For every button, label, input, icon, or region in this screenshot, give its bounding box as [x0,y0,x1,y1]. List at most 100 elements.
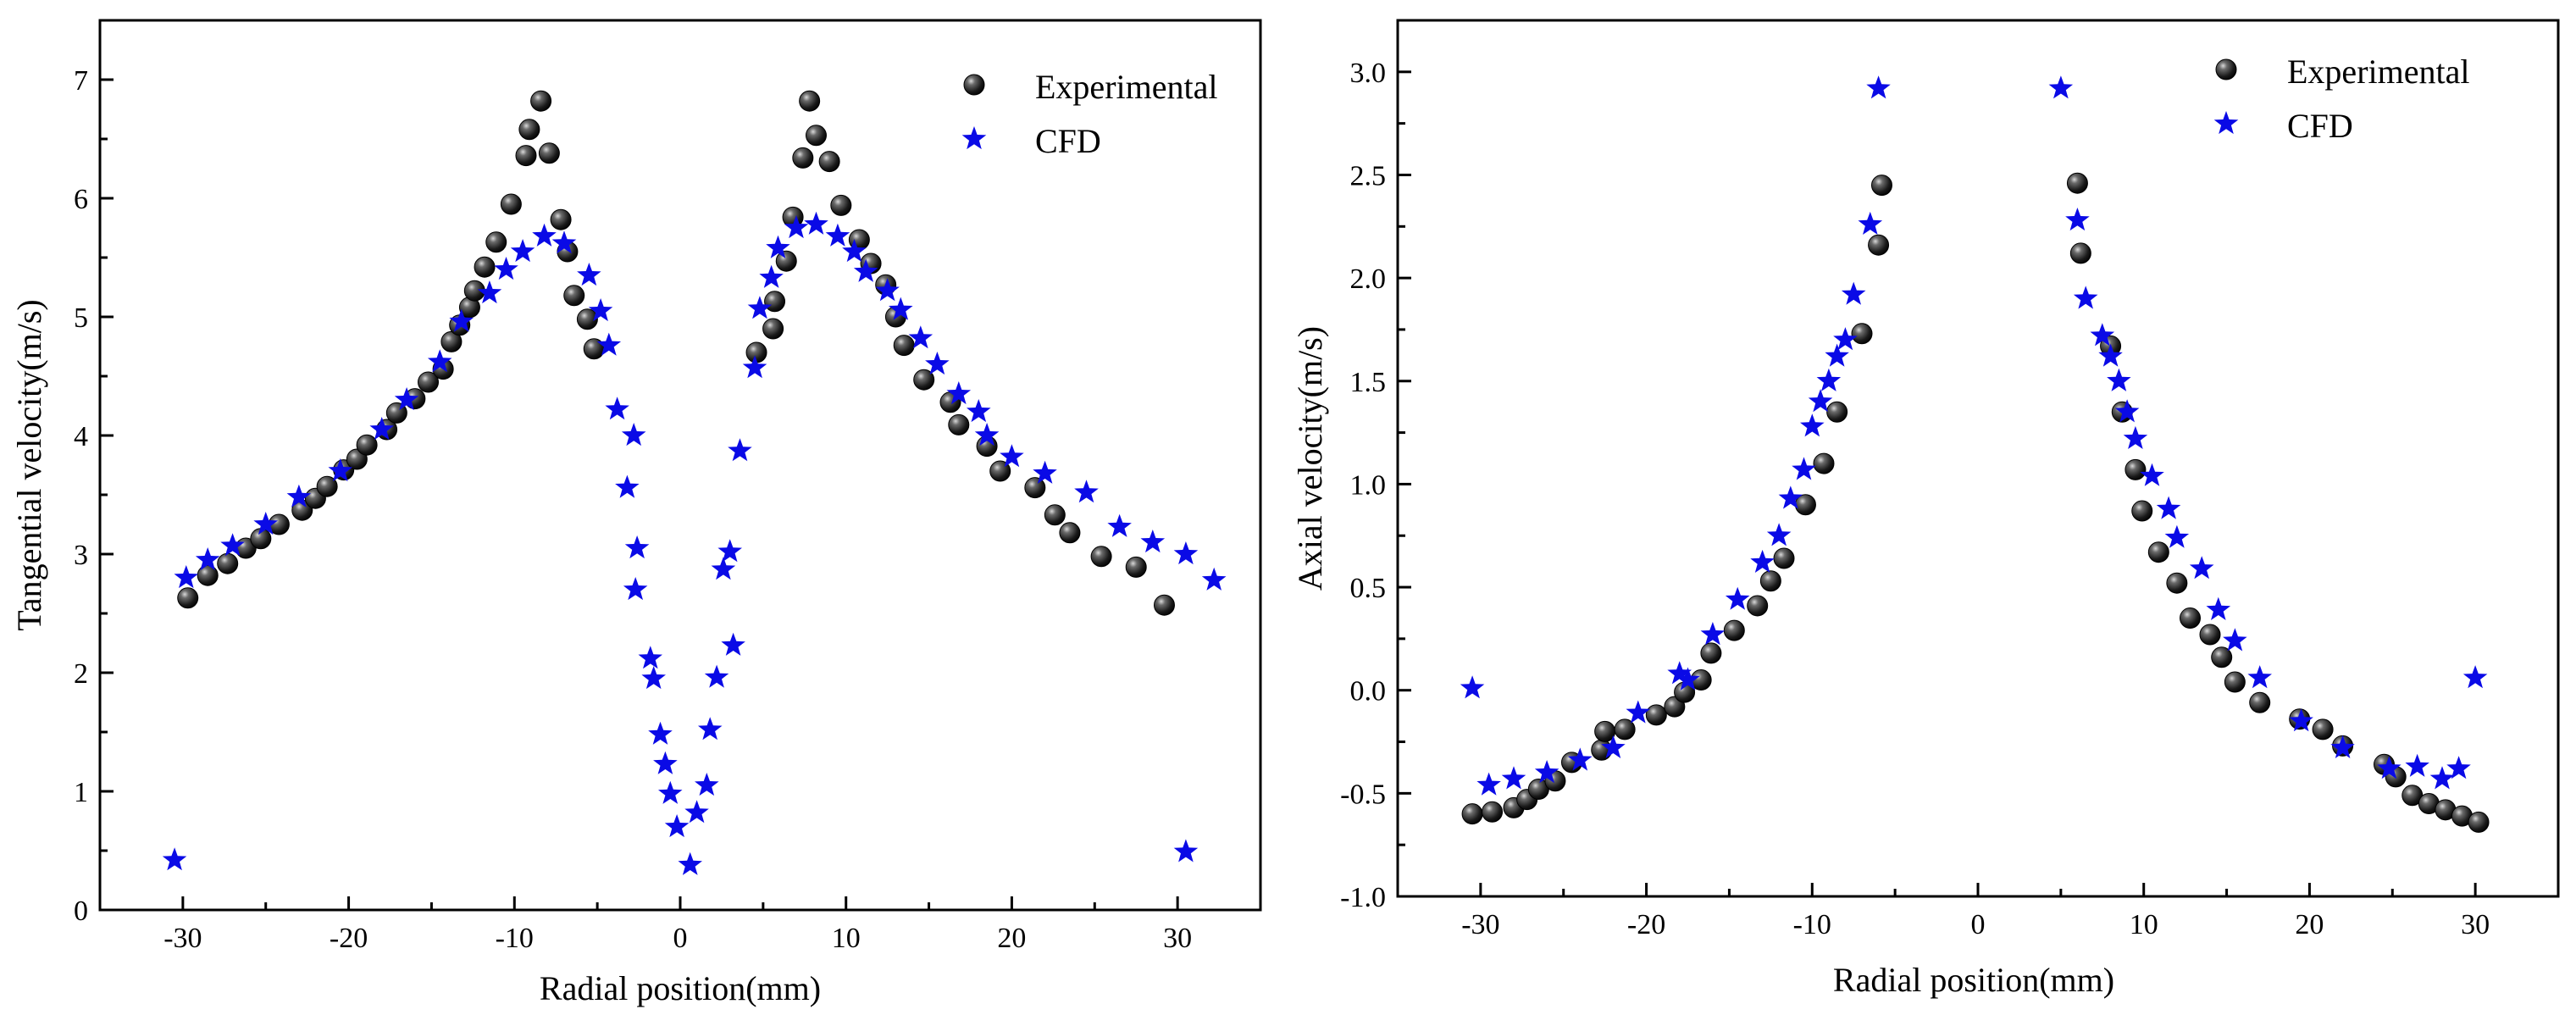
left-experimental-point [177,587,199,609]
right-x-axis-title: Radial position(mm) [1833,961,2114,999]
left-experimental-point [948,413,970,435]
right-y-tick-label: 2.5 [1350,160,1387,191]
left-experimental-point [764,291,786,313]
left-cfd-point [494,257,518,280]
left-cfd-point [328,458,353,482]
left-experimental-point [316,475,338,497]
left-legend-cfd-symbol [961,126,987,150]
left-cfd-point [664,814,690,838]
left-cfd-point [621,423,646,446]
left-experimental-point [745,341,767,363]
left-cfd-point [704,664,729,688]
right-cfd-point [2429,766,2455,790]
right-experimental-point [1826,401,1848,423]
right-cfd-point [2462,665,2488,689]
left-cfd-point [623,577,648,601]
right-experimental-point [2069,242,2091,264]
left-cfd-point [220,533,245,557]
left-y-tick-label: 3 [74,540,88,571]
right-y-axis-title: Axial velocity(m/s) [1291,326,1329,591]
right-cfd-point [1601,735,1626,758]
right-cfd-point [2140,463,2164,486]
right-experimental-point [1851,323,1873,345]
left-cfd-point [624,535,650,559]
right-cfd-point [1534,760,1559,784]
left-legend-label-experimental: Experimental [1035,68,1217,106]
right-legend-cfd-symbol [2213,111,2239,135]
left-cfd-point [286,484,312,508]
left-cfd-point [728,438,752,462]
right-experimental-point [1813,452,1835,474]
right-y-ticks: -1.0 -0.5 0.0 0.5 1.0 1.5 2.0 2.5 3.0 [1340,19,1411,913]
right-cfd-point [2107,368,2131,391]
left-x-tick-label: -30 [163,923,202,954]
right-cfd-point [1778,485,1803,509]
left-chart-panel: -30 -20 -10 0 10 20 30 0 1 2 3 4 5 6 7 Radial positio… [10,19,1262,1007]
left-legend-marker-cfd [961,126,987,150]
left-y-tick-label: 6 [74,184,88,215]
right-cfd-point [1700,622,1726,646]
left-experimental-point [775,250,797,272]
left-experimental-point [563,285,585,307]
left-cfd-point [842,239,867,263]
right-cfd-point [2206,596,2231,620]
right-experimental-point [1482,801,1504,823]
right-cfd-point [2377,756,2401,779]
left-cfd-point [889,297,913,320]
right-cfd-point [1866,75,1891,99]
right-cfd-point [2405,753,2429,777]
left-experimental-point [792,147,814,169]
left-cfd-point [641,666,666,690]
right-cfd-point [2156,496,2181,519]
left-experimental-point [830,194,852,216]
right-cfd-point [2065,208,2090,231]
right-cfd-point [1800,413,1825,437]
left-x-axis-title: Radial position(mm) [540,969,821,1007]
left-y-tick-label: 7 [74,65,88,97]
left-cfd-point [717,539,742,563]
right-experimental-point [1700,642,1722,664]
left-cfd-point [615,474,640,498]
left-cfd-point [551,230,577,254]
left-x-ticks: -30 -20 -10 0 10 20 30 [98,896,1262,954]
left-experimental-point [805,125,827,147]
left-cfd-point [1033,460,1057,484]
right-experimental-point [2211,646,2233,668]
right-cfd-point [2048,75,2074,99]
left-experimental-point [530,90,552,112]
left-cfd-point [174,565,198,589]
left-cfd-point [825,223,850,247]
left-cfd-point [908,325,933,349]
right-cfd-point [2446,756,2471,779]
left-experimental-point [1044,504,1066,526]
right-experimental-point [2131,500,2153,522]
right-cfd-point [2164,524,2190,548]
left-experimental-point [893,335,915,357]
left-cfd-point [698,717,723,740]
right-experimental-point [2125,458,2147,480]
right-experimental-point [1759,570,1781,592]
right-experimental-point [1614,718,1636,740]
right-chart-panel: -30 -20 -10 0 10 20 30 -1.0 -0.5 0.0 0.5 1.0 1.5 2.0… [1291,19,2560,999]
right-x-tick-label: 20 [2295,909,2324,940]
left-x-tick-label: 10 [832,923,861,954]
right-data-points [1460,75,2490,833]
left-cfd-point [1140,530,1166,553]
right-experimental-point [1461,803,1483,825]
right-experimental-point [2468,811,2490,833]
left-y-axis-title: Tangential velocity(m/s) [10,299,48,631]
left-cfd-point [784,215,809,239]
right-cfd-point [2123,425,2148,449]
left-cfd-point [605,397,629,420]
left-experimental-point [1153,594,1175,616]
left-y-tick-label: 1 [74,777,88,808]
left-cfd-point [648,721,673,745]
right-experimental-point [1868,234,1890,256]
left-legend-label-cfd: CFD [1035,122,1101,160]
right-experimental-point [1773,547,1795,569]
left-experimental-point [518,119,540,141]
left-y-tick-label: 0 [74,896,88,927]
left-experimental-point [538,142,560,164]
right-x-tick-label: -10 [1793,909,1831,940]
left-experimental-point [1090,546,1112,568]
